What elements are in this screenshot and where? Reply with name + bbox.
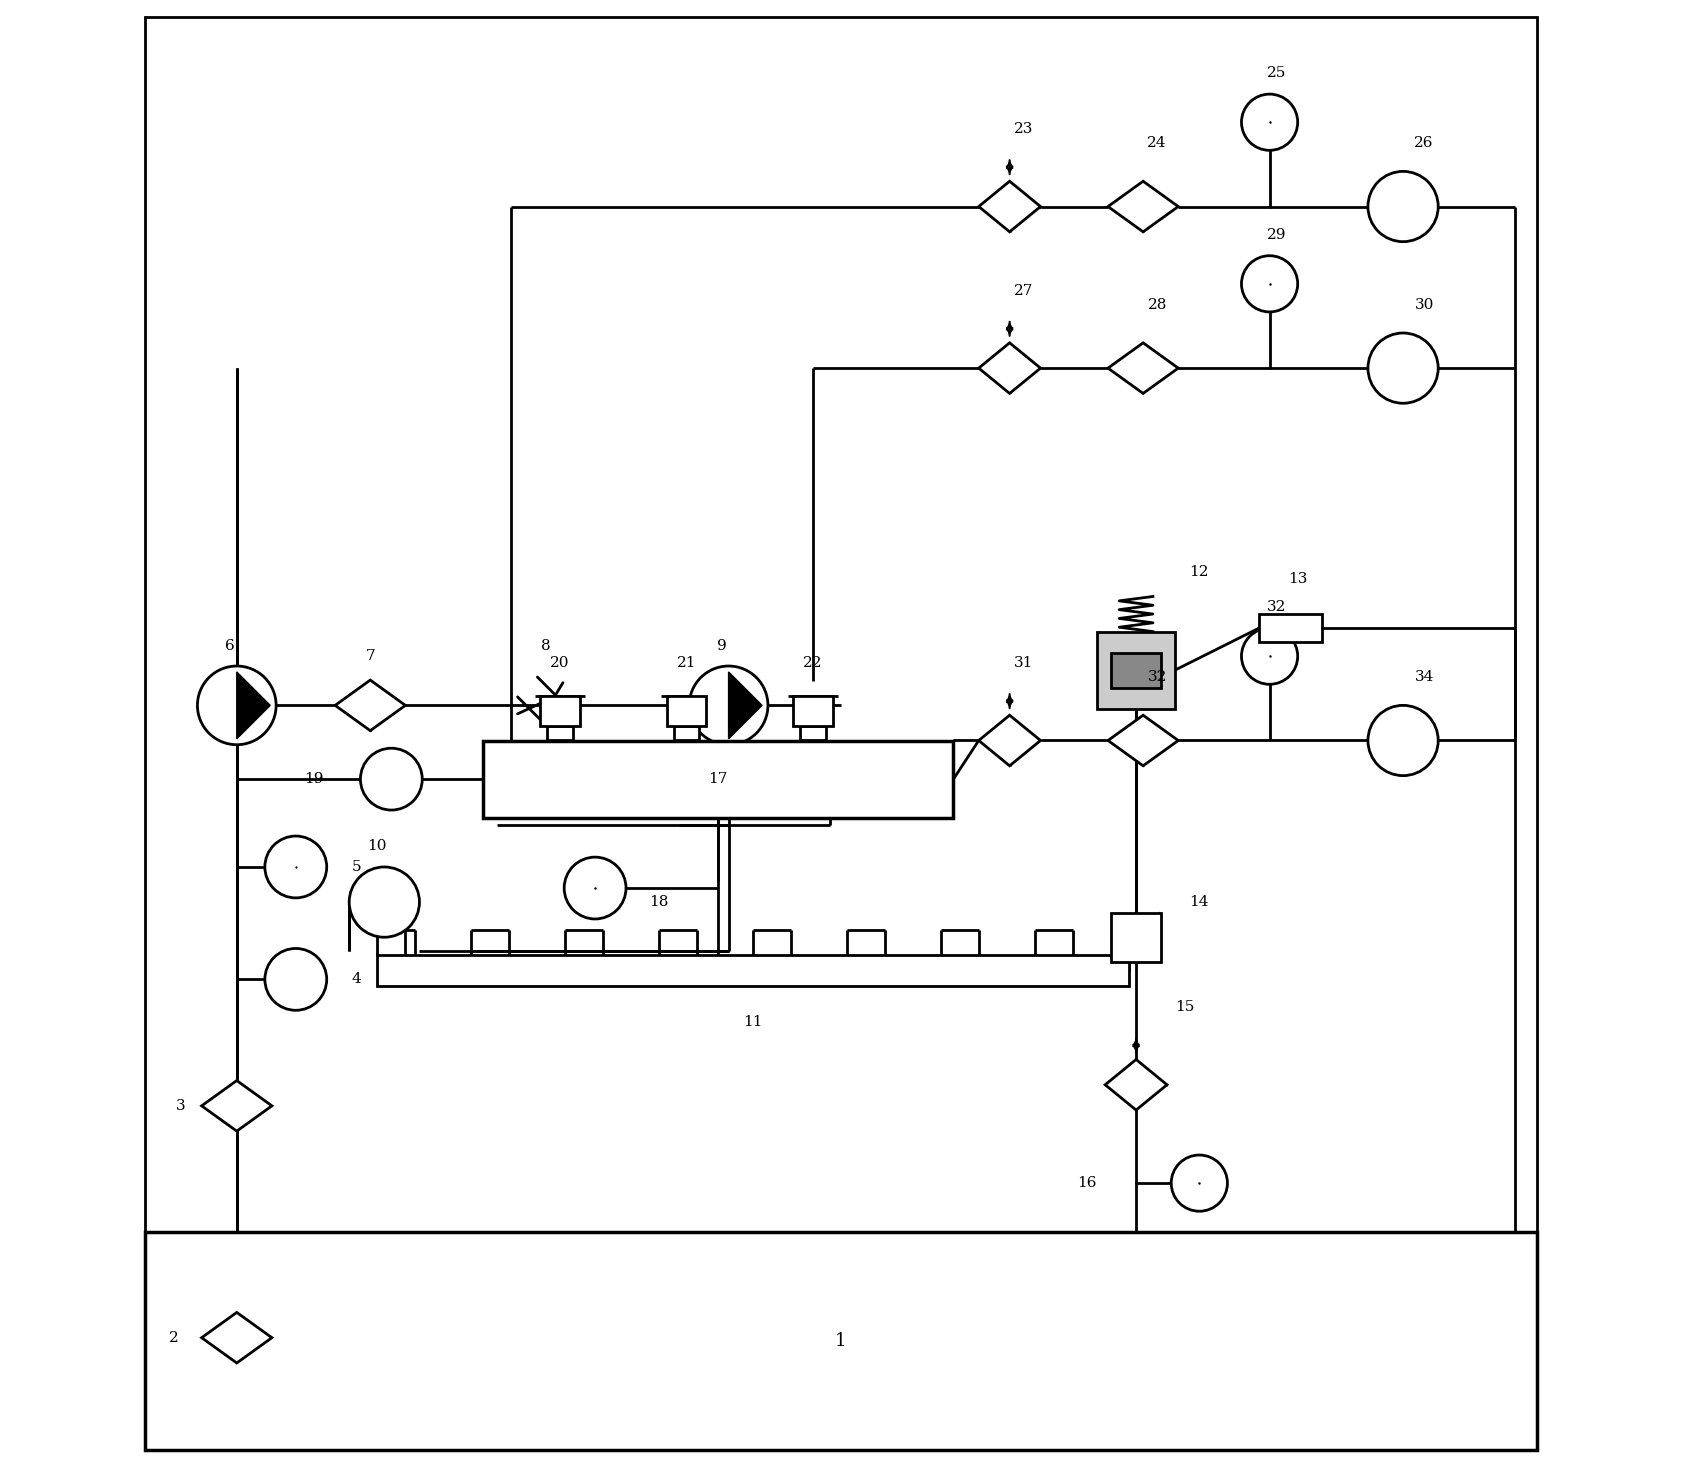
Circle shape (1241, 256, 1299, 312)
Text: 27: 27 (1014, 284, 1033, 298)
Polygon shape (979, 715, 1041, 766)
Circle shape (264, 948, 326, 1010)
Polygon shape (335, 680, 405, 730)
Text: 14: 14 (1189, 895, 1209, 909)
Text: 16: 16 (1076, 1176, 1097, 1191)
Text: 10: 10 (368, 838, 387, 853)
Text: 8: 8 (542, 640, 550, 653)
Text: 9: 9 (717, 640, 727, 653)
Text: 17: 17 (708, 772, 728, 786)
Polygon shape (979, 181, 1041, 233)
Bar (801, 727, 826, 740)
Polygon shape (237, 672, 271, 739)
Circle shape (197, 666, 276, 745)
Polygon shape (202, 1081, 272, 1131)
Circle shape (1241, 628, 1299, 684)
Text: 32: 32 (1147, 671, 1167, 684)
Bar (483, 740, 954, 818)
Text: 34: 34 (1415, 671, 1433, 684)
Polygon shape (1108, 342, 1179, 394)
Text: 3: 3 (175, 1099, 185, 1112)
Text: 2: 2 (168, 1331, 178, 1345)
Text: 22: 22 (802, 656, 822, 671)
Bar (1112, 912, 1161, 961)
Circle shape (1367, 333, 1438, 403)
Text: 13: 13 (1288, 572, 1307, 586)
Polygon shape (1108, 181, 1179, 233)
Text: 6: 6 (225, 640, 234, 653)
Bar (1260, 615, 1322, 643)
Text: 29: 29 (1267, 228, 1287, 241)
Bar (1112, 653, 1161, 687)
Text: 19: 19 (304, 772, 325, 786)
Text: 26: 26 (1415, 136, 1433, 150)
Polygon shape (202, 1312, 272, 1363)
Circle shape (1171, 1155, 1228, 1211)
Circle shape (1367, 705, 1438, 776)
Text: 5: 5 (352, 860, 362, 874)
Text: 32: 32 (1267, 600, 1287, 615)
Text: 11: 11 (743, 1014, 764, 1028)
Polygon shape (1108, 715, 1179, 766)
Circle shape (1241, 95, 1299, 151)
Text: 12: 12 (1189, 564, 1209, 579)
Circle shape (690, 666, 769, 745)
Text: 4: 4 (352, 973, 362, 986)
Bar (540, 696, 580, 727)
Text: 30: 30 (1415, 298, 1433, 312)
Text: 15: 15 (1176, 1001, 1194, 1014)
Polygon shape (979, 342, 1041, 394)
Text: 25: 25 (1267, 67, 1287, 80)
Circle shape (1367, 172, 1438, 241)
Polygon shape (1105, 1059, 1167, 1111)
Polygon shape (728, 672, 762, 739)
Circle shape (360, 748, 422, 810)
Text: 18: 18 (649, 895, 668, 909)
Circle shape (350, 866, 419, 937)
Bar (377, 955, 1129, 986)
Bar (674, 727, 700, 740)
Bar (547, 727, 572, 740)
Circle shape (563, 857, 626, 918)
Text: 20: 20 (550, 656, 570, 671)
Bar (666, 696, 706, 727)
Text: 24: 24 (1147, 136, 1167, 150)
Text: 28: 28 (1147, 298, 1167, 312)
Text: 7: 7 (365, 649, 375, 663)
Text: 21: 21 (676, 656, 696, 671)
Text: 31: 31 (1014, 656, 1033, 671)
Text: 1: 1 (836, 1333, 846, 1351)
Text: 23: 23 (1014, 123, 1033, 136)
Bar (1097, 631, 1174, 709)
Circle shape (264, 837, 326, 897)
Bar (145, 1232, 1537, 1450)
Bar (794, 696, 833, 727)
